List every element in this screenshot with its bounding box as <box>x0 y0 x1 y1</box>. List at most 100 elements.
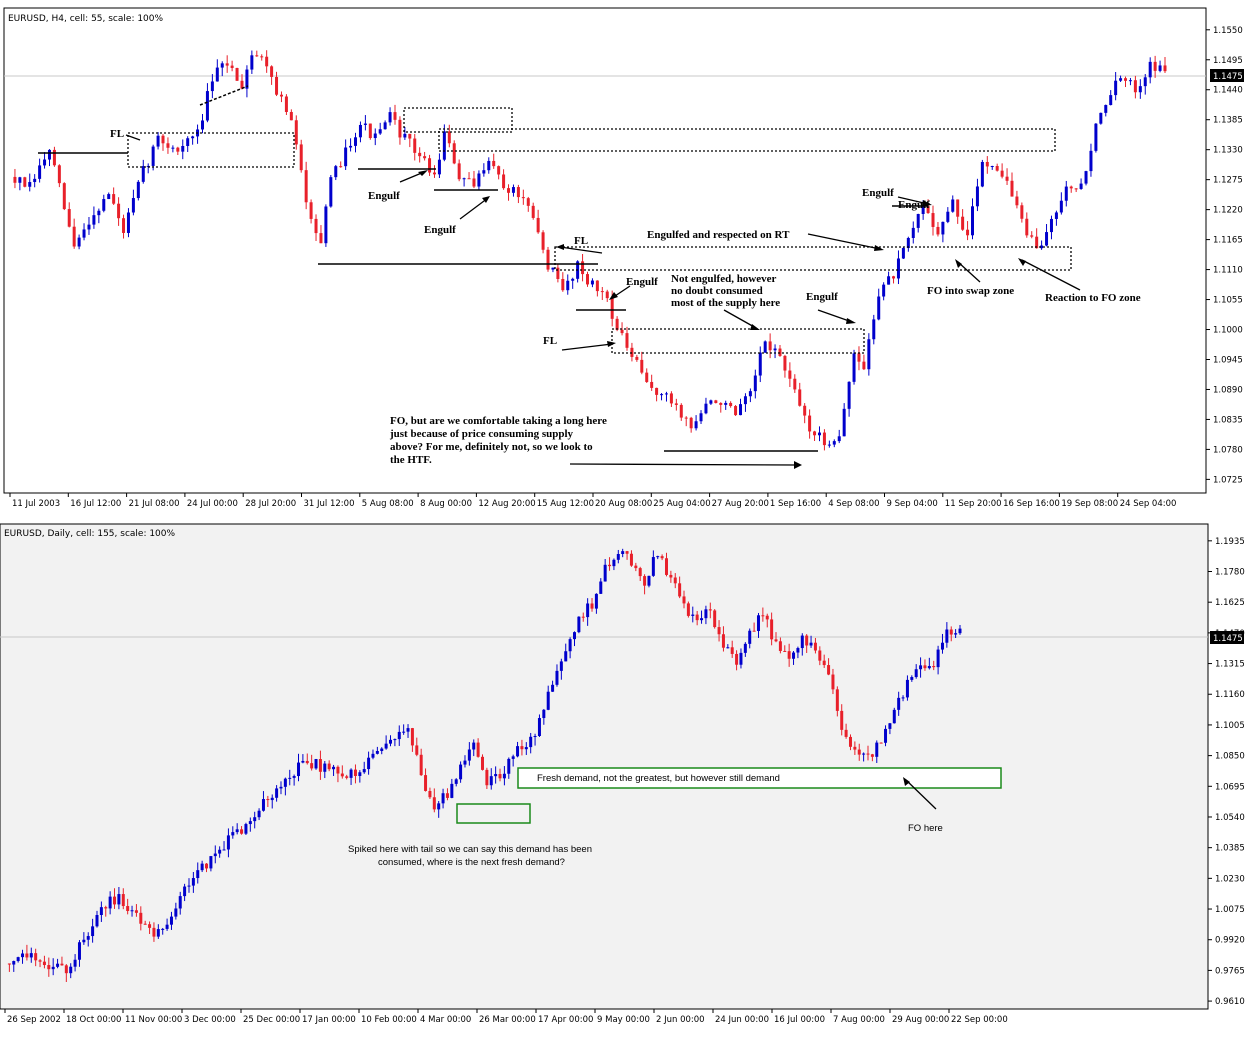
candle <box>803 403 807 424</box>
candle <box>923 659 927 671</box>
candle <box>956 199 960 224</box>
candle <box>768 333 772 359</box>
candle <box>625 550 629 560</box>
candle <box>332 764 336 776</box>
h4-plot-area <box>3 7 1207 494</box>
ann-reaction-fo: Reaction to FO zone <box>1045 292 1141 304</box>
daily-chart[interactable]: EURUSD, Daily, cell: 155, scale: 100% 1.… <box>0 518 1255 1038</box>
candle <box>704 397 708 415</box>
candle <box>62 182 66 211</box>
candle <box>783 645 787 652</box>
candle <box>459 761 463 783</box>
candle <box>481 754 484 771</box>
daily-y-axis: 1.19351.17801.16251.14701.13151.11601.10… <box>1208 537 1245 1007</box>
candle <box>489 768 493 790</box>
candle <box>143 920 147 925</box>
candle <box>131 189 135 216</box>
candle <box>862 354 866 371</box>
candle <box>87 217 91 235</box>
candle <box>954 629 958 639</box>
candle <box>761 607 765 622</box>
candle <box>729 401 733 408</box>
candle <box>520 739 524 756</box>
x-tick-label: 19 Sep 08:00 <box>1061 499 1118 509</box>
candle <box>165 918 169 931</box>
candle <box>827 658 831 676</box>
zone-consumed-demand <box>456 803 531 824</box>
candle <box>393 738 397 747</box>
candle <box>270 65 274 85</box>
candle <box>487 157 491 174</box>
candle <box>209 855 213 872</box>
candle <box>7 963 11 972</box>
candle <box>700 610 704 624</box>
candle <box>1119 75 1123 83</box>
candle <box>586 598 590 626</box>
y-tick-label: 1.0695 <box>1215 782 1245 792</box>
candle <box>23 176 27 188</box>
candle <box>21 949 25 964</box>
candle <box>787 643 791 667</box>
candle <box>695 610 699 626</box>
candle <box>423 151 427 161</box>
candle <box>134 904 138 917</box>
candle <box>380 747 384 755</box>
candle <box>324 204 328 247</box>
candle <box>721 626 725 652</box>
candle <box>1094 123 1098 153</box>
candle <box>336 765 340 783</box>
candle <box>571 277 575 289</box>
candle <box>852 349 856 385</box>
daily-chart-panel[interactable]: EURUSD, Daily, cell: 155, scale: 100% 1.… <box>0 518 1255 1038</box>
candle <box>684 416 688 427</box>
x-tick-label: 16 Jul 00:00 <box>774 1015 825 1025</box>
x-tick-label: 25 Dec 00:00 <box>243 1015 300 1025</box>
h4-arrows <box>125 134 1081 466</box>
candle <box>1025 212 1029 238</box>
candle <box>586 271 589 287</box>
candle <box>940 633 944 654</box>
candle <box>813 637 817 654</box>
daily-price-tag-label: 1.1475 <box>1213 634 1243 644</box>
candle <box>73 954 77 972</box>
candle <box>620 322 624 336</box>
h4-chart[interactable]: EURUSD, H4, cell: 55, scale: 100% 1.1550… <box>0 0 1255 518</box>
candle <box>250 50 254 74</box>
candle <box>542 708 546 725</box>
candle <box>329 175 333 208</box>
candle <box>424 768 428 792</box>
candle <box>724 400 728 410</box>
candle <box>798 382 802 407</box>
candle <box>664 552 668 577</box>
candle <box>126 208 130 238</box>
candle <box>595 280 599 297</box>
candle <box>842 403 846 437</box>
y-tick-label: 1.0540 <box>1215 813 1245 823</box>
candle <box>205 863 209 873</box>
candle <box>765 613 769 628</box>
candle <box>339 161 343 168</box>
candle <box>691 606 695 623</box>
h4-chart-panel[interactable]: EURUSD, H4, cell: 55, scale: 100% 1.1550… <box>0 0 1255 518</box>
candle <box>38 158 42 183</box>
y-tick-label: 1.1165 <box>1213 236 1243 246</box>
candle <box>1099 112 1103 125</box>
candle <box>457 159 461 182</box>
candle <box>408 133 412 148</box>
x-tick-label: 18 Oct 00:00 <box>66 1015 121 1025</box>
h4-price-tag-label: 1.1475 <box>1213 72 1243 82</box>
candle <box>796 646 800 659</box>
h4-arrowheads <box>418 170 1026 469</box>
candle <box>743 393 747 412</box>
candle <box>245 65 249 98</box>
candle <box>210 74 214 99</box>
candle <box>200 860 204 873</box>
candle <box>266 795 270 808</box>
y-tick-label: 1.0385 <box>1215 844 1245 854</box>
candle <box>526 196 530 212</box>
candle <box>349 138 353 152</box>
candle <box>704 605 708 625</box>
candle <box>756 612 760 638</box>
candle <box>748 388 752 403</box>
candle <box>384 735 388 750</box>
